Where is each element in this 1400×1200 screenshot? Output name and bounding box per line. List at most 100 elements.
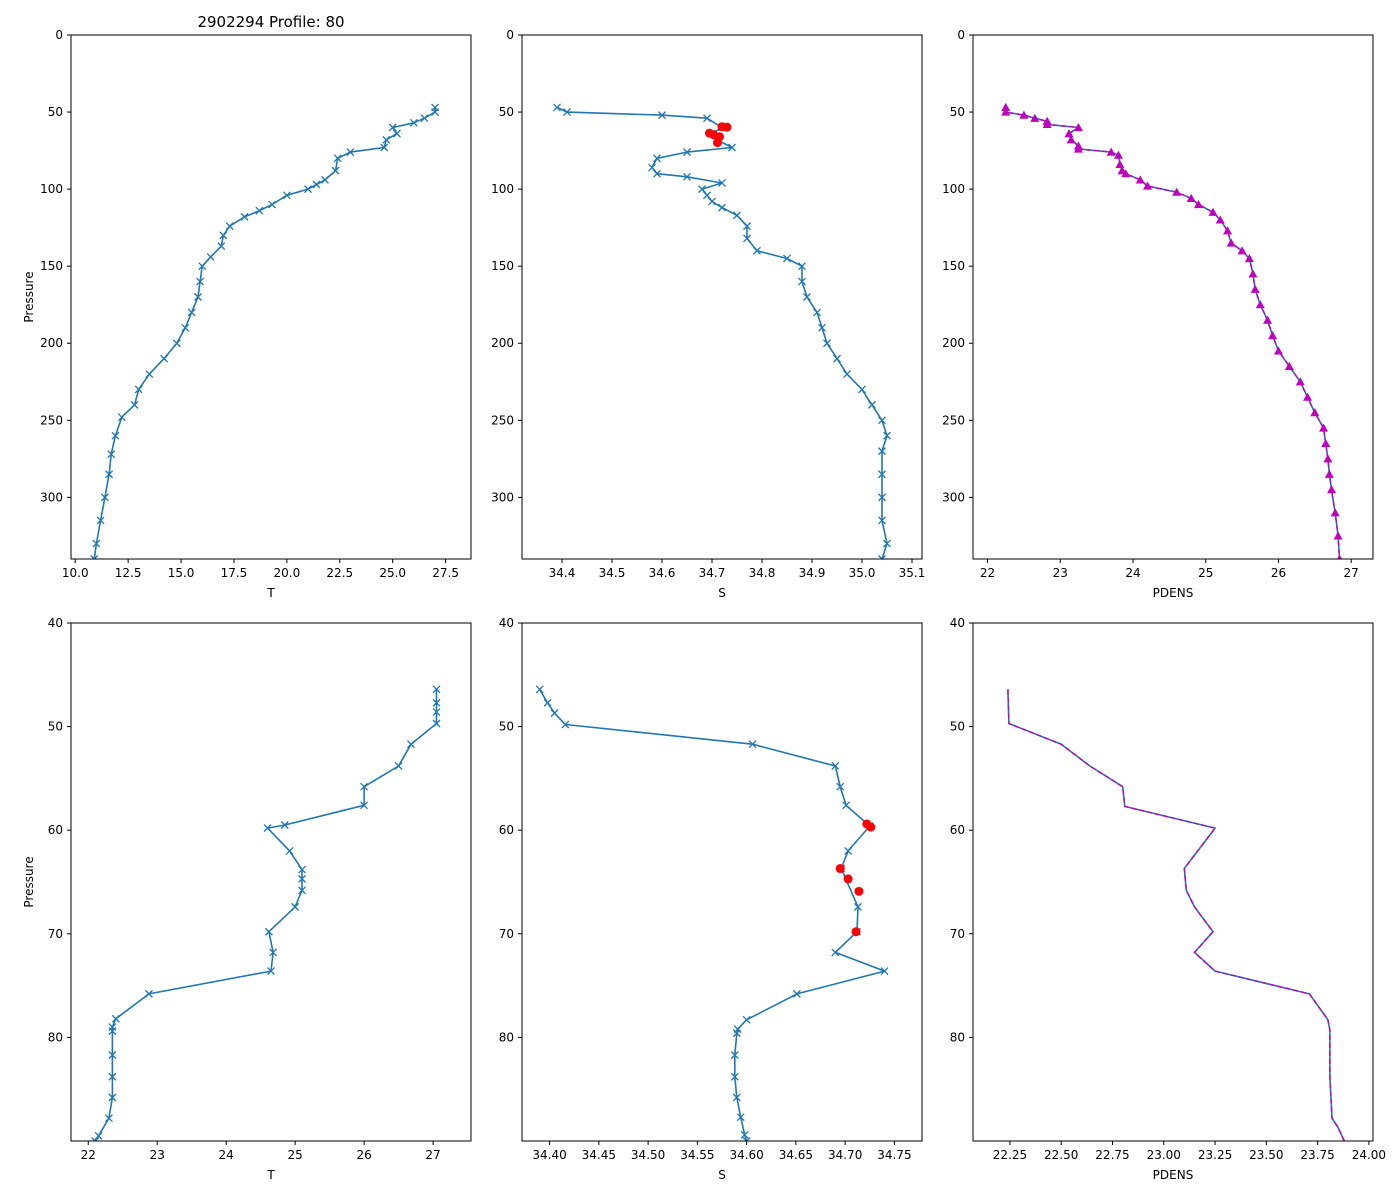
plot-frame — [70, 622, 472, 1142]
density-triangle-marker — [1237, 246, 1247, 255]
data-point-marker — [380, 143, 389, 152]
x-tick-label: 22.25 — [993, 1148, 1027, 1162]
data-point-marker — [732, 1029, 741, 1038]
x-tick-label: 34.40 — [532, 1148, 566, 1162]
data-point-marker — [818, 323, 826, 332]
x-tick-label: 22 — [980, 566, 995, 580]
data-point-marker — [240, 212, 249, 221]
y-tick-label: 60 — [950, 823, 965, 837]
x-tick-label: 17.5 — [221, 566, 248, 580]
data-point-marker — [267, 967, 275, 976]
plot-area — [1001, 102, 1343, 559]
density-triangle-marker — [1186, 193, 1196, 202]
data-point-marker — [108, 1093, 117, 1102]
flagged-point — [843, 874, 853, 884]
density-triangle-marker — [1193, 200, 1203, 209]
y-tick-label: 40 — [950, 616, 965, 630]
data-point-marker — [831, 762, 840, 770]
data-point-marker — [280, 821, 289, 829]
y-tick-label: 0 — [55, 28, 63, 42]
data-point-marker — [394, 762, 403, 770]
series-line — [1007, 689, 1346, 1141]
density-triangle-marker — [1172, 187, 1182, 196]
data-point-marker — [409, 118, 418, 127]
x-tick-label: 34.50 — [631, 1148, 665, 1162]
panel-top-density: 22 23 24 25 26 27 0 50 100 150 200 250 300 PDENS — [942, 28, 1374, 600]
x-tick-label: 34.75 — [877, 1148, 911, 1162]
data-point-marker — [346, 148, 355, 157]
x-tick-label: 25 — [287, 1148, 302, 1162]
data-point-marker — [843, 370, 851, 379]
data-point-marker — [255, 206, 264, 215]
density-triangle-marker — [1121, 169, 1131, 178]
series-line — [539, 688, 886, 1141]
data-point-marker — [730, 1051, 739, 1059]
y-tick-label: 50 — [499, 105, 514, 119]
x-tick-label: 34.55 — [680, 1148, 714, 1162]
panel-top-salinity: 34.4 34.5 34.6 34.7 34.8 34.9 35.0 35.1 0 50 100 15… — [491, 28, 925, 600]
y-tick-label: 0 — [957, 28, 965, 42]
data-point-marker — [683, 148, 691, 157]
data-point-marker — [842, 801, 851, 810]
density-triangle-marker — [1115, 159, 1125, 169]
plot-area — [91, 685, 441, 1141]
data-point-marker — [658, 111, 666, 120]
data-point-marker — [94, 1131, 103, 1140]
plot-area — [535, 685, 889, 1141]
data-point-marker — [733, 211, 741, 220]
data-point-marker — [736, 1113, 745, 1122]
x-tick-label: 27 — [1344, 566, 1359, 580]
data-point-marker — [187, 308, 196, 317]
y-tick-label: 80 — [48, 1030, 63, 1044]
data-point-marker — [407, 740, 415, 749]
x-tick-label: 23 — [1053, 566, 1068, 580]
density-dashed-line — [1005, 107, 1341, 559]
data-point-marker — [298, 865, 306, 874]
density-triangle-marker — [1337, 554, 1343, 559]
flagged-point — [713, 138, 722, 148]
y-tick-label: 60 — [499, 823, 514, 837]
data-point-marker — [792, 989, 801, 998]
density-triangle-marker — [1319, 423, 1329, 432]
data-point-marker — [728, 143, 736, 152]
data-point-marker — [269, 948, 278, 957]
data-point-marker — [703, 114, 711, 123]
y-tick-label: 40 — [499, 616, 514, 630]
x-tick-label: 25.0 — [379, 566, 406, 580]
density-triangle-marker — [1042, 119, 1052, 128]
y-tick-label: 60 — [48, 823, 63, 837]
data-point-marker — [718, 178, 726, 187]
y-tick-label: 40 — [48, 616, 63, 630]
panel-bottom-temperature: 22 23 24 25 26 27 40 50 60 70 80 T Pressure — [22, 616, 472, 1182]
plot-frame — [521, 622, 923, 1142]
x-axis-label: S — [718, 586, 726, 600]
data-point-marker — [798, 277, 806, 286]
density-triangle-marker — [1295, 377, 1305, 386]
data-point-marker — [392, 129, 401, 138]
x-tick-label: 23.25 — [1198, 1148, 1232, 1162]
data-point-marker — [432, 708, 441, 717]
series-line — [93, 107, 436, 559]
density-triangle-marker — [1019, 110, 1029, 119]
x-tick-label: 26 — [356, 1148, 371, 1162]
x-tick-label: 22.50 — [1044, 1148, 1078, 1162]
data-point-marker — [130, 400, 139, 409]
series-line — [1004, 107, 1341, 559]
data-point-marker — [653, 154, 661, 163]
data-point-marker — [432, 719, 441, 728]
data-point-marker — [844, 846, 853, 855]
data-point-marker — [263, 824, 272, 833]
data-point-marker — [563, 108, 571, 117]
x-tick-label: 35.0 — [849, 566, 876, 580]
density-triangle-marker — [1001, 102, 1011, 112]
plot-area — [553, 103, 891, 559]
x-tick-label: 27.5 — [432, 566, 459, 580]
x-axis-label: T — [266, 1168, 275, 1182]
plot-frame — [521, 34, 923, 560]
data-point-marker — [388, 123, 397, 132]
density-triangle-marker — [1073, 122, 1083, 132]
data-point-marker — [304, 185, 312, 194]
x-tick-label: 23.75 — [1300, 1148, 1334, 1162]
data-point-marker — [543, 698, 552, 707]
data-point-marker — [683, 172, 691, 181]
